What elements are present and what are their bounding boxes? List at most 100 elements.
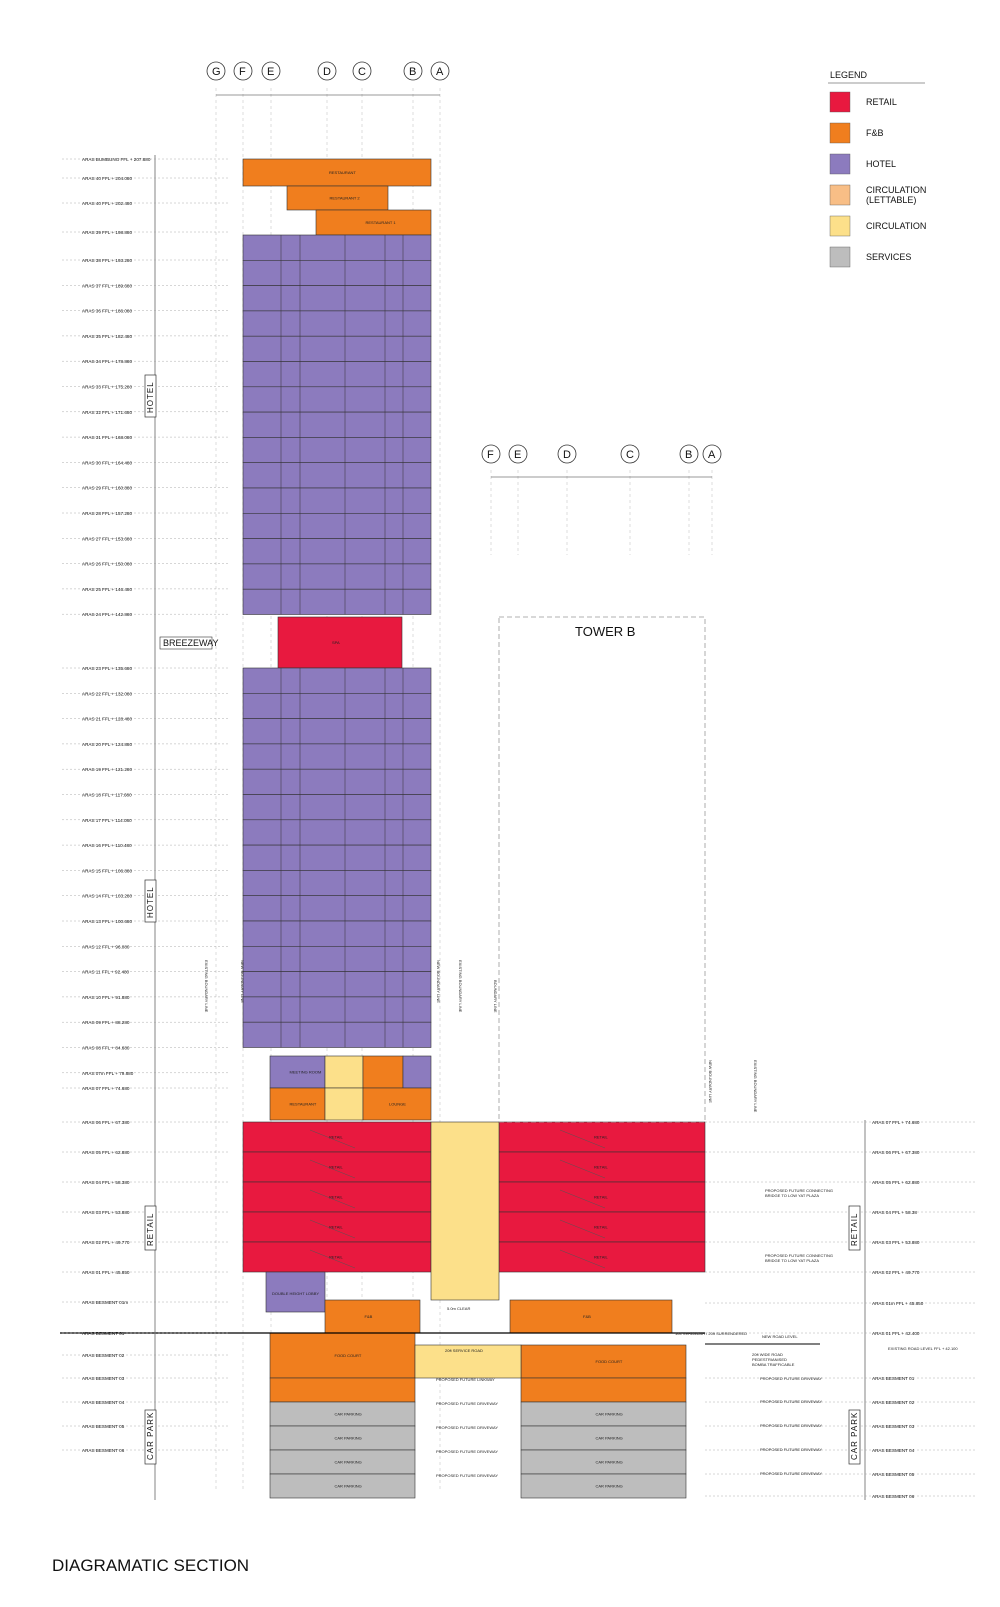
tower-b-outline	[498, 616, 706, 1123]
level-label: ARAS BUMBUNG FFL + 207.880	[82, 157, 151, 162]
grid-bubble	[557, 444, 577, 464]
svg-text:HOTEL: HOTEL	[146, 381, 155, 413]
escalator	[559, 1189, 606, 1209]
grid-bubble-label: B	[685, 449, 692, 461]
restaurant-top-label: RESTAURANT	[329, 170, 356, 175]
legend-swatch	[829, 91, 851, 113]
building-blocks: RESTAURANT RESTAURANT 2 RESTAURANT 1 SPA MEE…	[60, 158, 820, 1499]
fnb-02-right-label: F&B	[583, 1314, 591, 1319]
future-driveway-center-3: PROPOSED FUTURE DRIVEWAY	[436, 1449, 498, 1454]
hotel-floor-lower	[242, 945, 432, 972]
spa-block	[277, 616, 403, 669]
svg-text:CAR PARK: CAR PARK	[850, 1412, 859, 1460]
retail-left	[242, 1181, 432, 1213]
svg-text:CAR PARK: CAR PARK	[146, 1412, 155, 1460]
level-label: ARAS 02 FFL + 49.770	[872, 1270, 920, 1275]
level-label: ARAS 01m FFL + 45.850	[872, 1301, 924, 1306]
grid-bubble-label: E	[267, 66, 274, 78]
level-label: ARAS 17 FFL + 114.080	[82, 818, 132, 823]
hotel-floor-upper	[242, 285, 432, 312]
carpark-left-b03-label: CAR PARKING	[335, 1412, 362, 1417]
level-label: ARAS 30 FFL + 164.480	[82, 460, 132, 465]
hotel-floor-upper	[242, 588, 432, 615]
fnb-02-left-label: F&B	[365, 1314, 373, 1319]
breezeway-label: BREEZEWAY	[159, 636, 219, 650]
grid-bubble	[481, 444, 501, 464]
zone-label-carpark-left: CAR PARK	[144, 1409, 157, 1465]
level-label: ARAS 09 FFL + 88.280	[82, 1020, 130, 1025]
carpark-left-b06	[269, 1473, 416, 1499]
hotel-floor-lower	[242, 971, 432, 998]
restaurant-07-label: RESTAURANT	[290, 1102, 317, 1107]
level-label: ARAS BESMENT 06	[872, 1494, 915, 1499]
hotel-floor-lower	[242, 996, 432, 1023]
circulation-07	[324, 1087, 364, 1121]
future-driveway-center-4: PROPOSED FUTURE DRIVEWAY	[436, 1473, 498, 1478]
level-label: ARAS 07 FFL + 74.680	[82, 1086, 130, 1091]
svg-text:HOTEL: HOTEL	[146, 886, 155, 918]
retail-right-label: RETAIL	[594, 1195, 608, 1200]
grid-bubble	[352, 61, 372, 81]
hotel-floor-upper	[242, 386, 432, 413]
fnb-b02	[269, 1377, 416, 1403]
level-label: ARAS 27 FFL + 153.680	[82, 536, 132, 541]
level-label: ARAS 06 FFL + 67.380	[82, 1120, 130, 1125]
level-label: ARAS 29 FFL + 160.880	[82, 486, 132, 491]
grid-bubble-label: G	[212, 66, 221, 78]
existing-road-label: EXISTING ROAD LEVEL FFL + 42.100	[888, 1346, 958, 1351]
level-label: ARAS BESMENT 04	[82, 1400, 125, 1405]
level-label: ARAS 37 FFL + 189.680	[82, 283, 132, 288]
carpark-left-b05	[269, 1449, 416, 1475]
grid-bubble	[430, 61, 450, 81]
zone-label-retail-left: RETAIL	[144, 1205, 157, 1251]
carpark-left-b05-label: CAR PARKING	[335, 1460, 362, 1465]
level-label: ARAS 40 FFL + 204.080	[82, 176, 132, 181]
level-label: ARAS BESMENT 03	[82, 1376, 125, 1381]
level-label: ARAS 39 FFL + 198.880	[82, 230, 132, 235]
hotel-floor-upper	[242, 411, 432, 438]
lounge-07-label: LOUNGE	[389, 1102, 406, 1107]
level-label: ARAS 03 FFL + 53.880	[82, 1210, 130, 1215]
hotel-floor-lower	[242, 920, 432, 947]
legend-swatch	[829, 184, 851, 206]
verandah-label: 10ft VERANDAH / 20ft SURRENDERED	[675, 1331, 747, 1336]
zone-label-hotel-upper: HOTEL	[144, 374, 157, 418]
hotel-floor-lower	[242, 743, 432, 770]
future-driveway-label-4: PROPOSED FUTURE DRIVEWAY	[760, 1447, 822, 1452]
lounge-07	[362, 1087, 432, 1121]
level-label: ARAS 20 FFL + 124.880	[82, 742, 132, 747]
retail-left	[242, 1151, 432, 1183]
hotel-floor-lower	[242, 895, 432, 922]
grid-bubble-label: A	[708, 449, 716, 461]
restaurant-2-label: RESTAURANT 2	[330, 196, 361, 201]
level-label: ARAS 18 FFL + 117.680	[82, 793, 132, 798]
escalator	[309, 1219, 356, 1239]
hotel-floor-upper	[242, 310, 432, 337]
level-label: ARAS 19 FFL + 121.280	[82, 767, 132, 772]
level-label: ARAS 32 FFL + 171.680	[82, 410, 132, 415]
level-label: ARAS BESMENT 05	[872, 1472, 915, 1477]
legend-swatch	[829, 246, 851, 268]
legend-label: SERVICES	[866, 252, 911, 262]
escalator	[559, 1159, 606, 1179]
level-label: ARAS 10 FFL + 91.880	[82, 995, 130, 1000]
level-label: ARAS 11 FFL + 92.480	[82, 970, 130, 975]
existing-boundary-label-mid: EXISTING BOUNDARY LINE	[458, 960, 463, 1013]
bridge-label-1: PROPOSED FUTURE CONNECTING BRIDGE TO LOW …	[765, 1188, 833, 1198]
level-label: ARAS 22 FFL + 132.080	[82, 691, 132, 696]
retail-left-label: RETAIL	[329, 1195, 343, 1200]
grid-bubble-label: E	[514, 449, 521, 461]
grid-bubble-label: A	[436, 66, 444, 78]
hotel-floor-upper	[242, 234, 432, 261]
grid-bubble-label: D	[563, 449, 571, 461]
level-label: ARAS BESMENT 04	[872, 1448, 915, 1453]
legend-swatch	[829, 153, 851, 175]
svg-text:RETAIL: RETAIL	[146, 1213, 155, 1246]
retail-left	[242, 1121, 432, 1153]
level-label: ARAS 34 FFL + 178.880	[82, 359, 132, 364]
escalator	[309, 1129, 356, 1149]
boundary-label-tower-b: BOUNDARY LINE	[493, 980, 498, 1013]
grid-bubble	[508, 444, 528, 464]
